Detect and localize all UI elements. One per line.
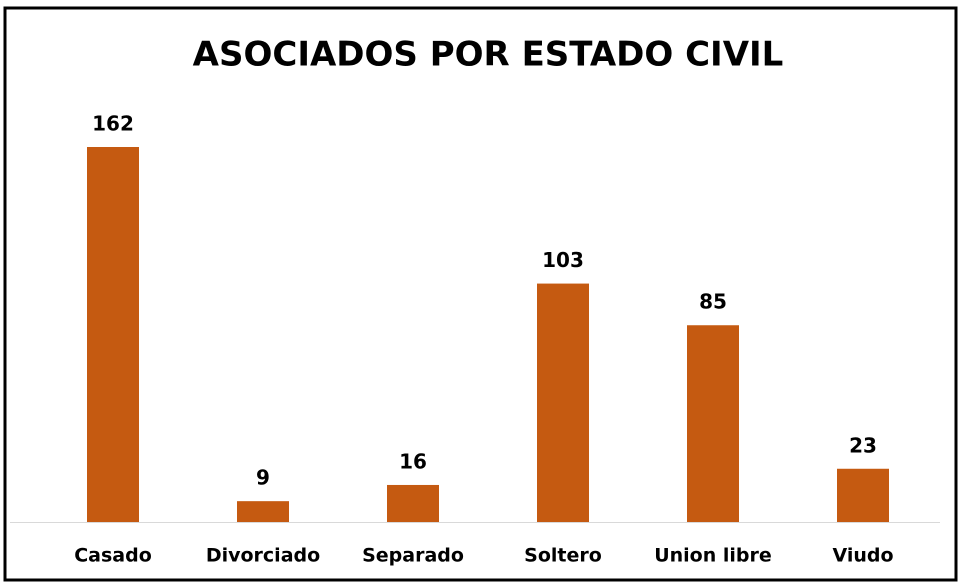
bar (837, 468, 889, 522)
value-label: 23 (849, 433, 877, 457)
x-tick-label: Separado (362, 545, 464, 567)
chart-title: ASOCIADOS POR ESTADO CIVIL (193, 35, 784, 75)
x-tick-label: Union libre (654, 545, 772, 567)
value-label: 103 (542, 248, 584, 272)
value-label: 9 (256, 466, 270, 490)
bar (237, 501, 289, 522)
x-tick-label: Divorciado (206, 545, 320, 567)
bar (537, 283, 589, 522)
bar (687, 325, 739, 522)
value-label: 162 (92, 112, 134, 136)
x-tick-label: Casado (74, 545, 152, 567)
value-label: 85 (699, 290, 727, 314)
chart-frame (3, 6, 958, 582)
bar (87, 147, 139, 522)
x-tick-label: Viudo (832, 545, 893, 567)
bar (387, 484, 439, 522)
x-tick-label: Soltero (524, 545, 602, 567)
value-label: 16 (399, 449, 427, 473)
